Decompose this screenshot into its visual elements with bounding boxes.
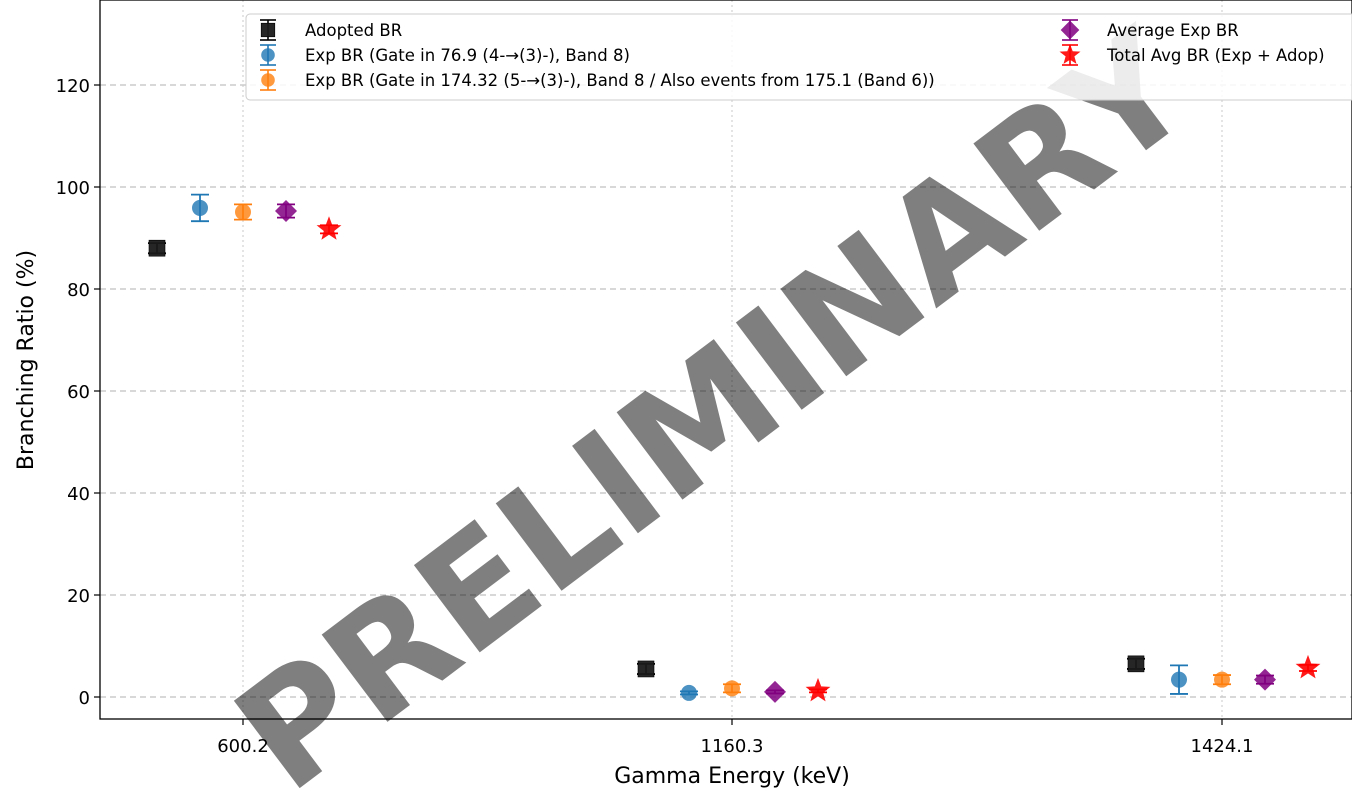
- y-tick-label: 120: [56, 76, 90, 97]
- legend-box: [245, 13, 1352, 101]
- y-tick-label: 100: [56, 178, 90, 199]
- data-point: [1127, 655, 1145, 673]
- data-series: [148, 193, 1321, 703]
- series-1: [148, 239, 1145, 678]
- legend-item: Exp BR (Gate in 76.9 (4-→(3)-), Band 8): [260, 44, 630, 66]
- legend-marker: [1060, 20, 1080, 40]
- data-point: [1214, 671, 1230, 688]
- watermark-text: PRELIMINARY: [206, 0, 1225, 791]
- legend-marker: [261, 48, 275, 62]
- legend-label: Exp BR (Gate in 174.32 (5-→(3)-), Band 8…: [305, 71, 935, 90]
- legend-label: Exp BR (Gate in 76.9 (4-→(3)-), Band 8): [305, 46, 630, 65]
- y-axis-label: Branching Ratio (%): [14, 250, 39, 470]
- data-point: [316, 216, 342, 240]
- watermark: PRELIMINARY: [206, 0, 1225, 791]
- data-point: [724, 680, 740, 697]
- series-4: [275, 199, 1276, 703]
- data-point: [275, 199, 297, 222]
- data-point: [192, 199, 208, 216]
- data-point: [1254, 668, 1276, 691]
- y-tick-label: 40: [67, 484, 90, 505]
- data-point: [637, 660, 655, 678]
- legend-item: Average Exp BR: [1060, 19, 1239, 41]
- plot-frame: [99, 0, 1352, 720]
- legend: Adopted BR Exp BR (Gate in 76.9 (4-→(3)-)…: [245, 13, 1352, 101]
- series-5: [316, 216, 1321, 702]
- data-point: [1295, 654, 1321, 679]
- data-point: [235, 203, 251, 220]
- data-point: [805, 677, 831, 702]
- legend-item: Total Avg BR (Exp + Adop): [1059, 44, 1325, 66]
- data-point: [764, 680, 786, 703]
- y-tick-label: 60: [67, 382, 90, 403]
- legend-marker: [1059, 44, 1081, 64]
- x-tick-label: 1160.3: [701, 736, 764, 757]
- x-axis: 600.2 1160.3 1424.1: [217, 719, 1253, 757]
- series-3: [234, 203, 1231, 697]
- legend-marker: [260, 22, 276, 38]
- legend-item: Adopted BR: [260, 19, 402, 41]
- data-point: [681, 684, 697, 701]
- y-tick-label: 20: [67, 586, 90, 607]
- data-point: [148, 239, 166, 257]
- y-axis: 0 20 40 60 80 100 120: [56, 76, 100, 709]
- series-2: [191, 193, 1188, 701]
- legend-label: Adopted BR: [305, 21, 402, 40]
- x-tick-label: 1424.1: [1191, 736, 1254, 757]
- legend-label: Average Exp BR: [1107, 21, 1239, 40]
- x-tick-label: 600.2: [217, 736, 269, 757]
- data-point: [1171, 671, 1187, 688]
- legend-label: Total Avg BR (Exp + Adop): [1106, 46, 1325, 65]
- y-tick-label: 0: [79, 688, 90, 709]
- legend-marker: [261, 73, 275, 87]
- x-axis-label: Gamma Energy (keV): [614, 764, 850, 789]
- y-tick-label: 80: [67, 280, 90, 301]
- legend-item: Exp BR (Gate in 174.32 (5-→(3)-), Band 8…: [260, 69, 935, 91]
